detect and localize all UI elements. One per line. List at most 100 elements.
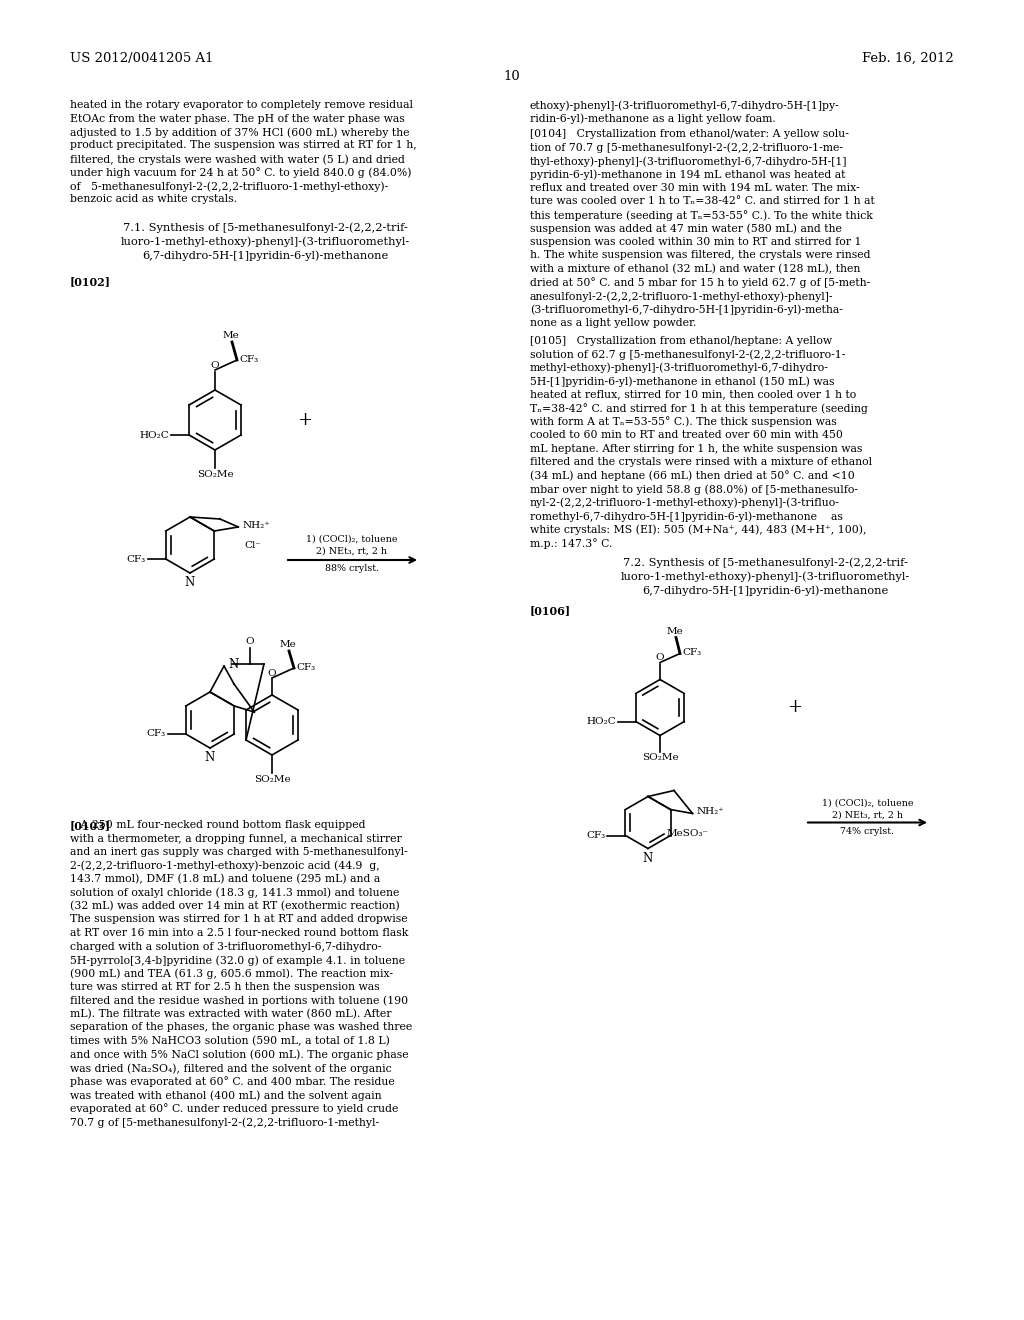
Text: (900 mL) and TEA (61.3 g, 605.6 mmol). The reaction mix-: (900 mL) and TEA (61.3 g, 605.6 mmol). T… bbox=[70, 969, 393, 979]
Text: reflux and treated over 30 min with 194 mL water. The mix-: reflux and treated over 30 min with 194 … bbox=[530, 183, 859, 193]
Text: mbar over night to yield 58.8 g (88.0%) of [5-methanesulfo-: mbar over night to yield 58.8 g (88.0%) … bbox=[530, 484, 858, 495]
Text: product precipitated. The suspension was stirred at RT for 1 h,: product precipitated. The suspension was… bbox=[70, 140, 417, 150]
Text: +: + bbox=[787, 698, 803, 717]
Text: this temperature (seeding at Tₙ=53-55° C.). To the white thick: this temperature (seeding at Tₙ=53-55° C… bbox=[530, 210, 872, 220]
Text: O: O bbox=[246, 638, 254, 645]
Text: ture was stirred at RT for 2.5 h then the suspension was: ture was stirred at RT for 2.5 h then th… bbox=[70, 982, 380, 993]
Text: [0102]: [0102] bbox=[70, 276, 111, 286]
Text: and an inert gas supply was charged with 5-methanesulfonyl-: and an inert gas supply was charged with… bbox=[70, 847, 408, 857]
Text: was dried (Na₂SO₄), filtered and the solvent of the organic: was dried (Na₂SO₄), filtered and the sol… bbox=[70, 1063, 391, 1073]
Text: thyl-ethoxy)-phenyl]-(3-trifluoromethyl-6,7-dihydro-5H-[1]: thyl-ethoxy)-phenyl]-(3-trifluoromethyl-… bbox=[530, 156, 848, 166]
Text: ethoxy)-phenyl]-(3-trifluoromethyl-6,7-dihydro-5H-[1]py-: ethoxy)-phenyl]-(3-trifluoromethyl-6,7-d… bbox=[530, 100, 840, 111]
Text: SO₂Me: SO₂Me bbox=[254, 775, 291, 784]
Text: Tₙ=38-42° C. and stirred for 1 h at this temperature (seeding: Tₙ=38-42° C. and stirred for 1 h at this… bbox=[530, 403, 868, 414]
Text: luoro-1-methyl-ethoxy)-phenyl]-(3-trifluoromethyl-: luoro-1-methyl-ethoxy)-phenyl]-(3-triflu… bbox=[121, 236, 410, 247]
Text: h. The white suspension was filtered, the crystals were rinsed: h. The white suspension was filtered, th… bbox=[530, 251, 870, 260]
Text: suspension was cooled within 30 min to RT and stirred for 1: suspension was cooled within 30 min to R… bbox=[530, 238, 861, 247]
Text: times with 5% NaHCO3 solution (590 mL, a total of 1.8 L): times with 5% NaHCO3 solution (590 mL, a… bbox=[70, 1036, 390, 1047]
Text: heated at reflux, stirred for 10 min, then cooled over 1 h to: heated at reflux, stirred for 10 min, th… bbox=[530, 389, 856, 400]
Text: The suspension was stirred for 1 h at RT and added dropwise: The suspension was stirred for 1 h at RT… bbox=[70, 915, 408, 924]
Text: at RT over 16 min into a 2.5 l four-necked round bottom flask: at RT over 16 min into a 2.5 l four-neck… bbox=[70, 928, 409, 939]
Text: [0104]   Crystallization from ethanol/water: A yellow solu-: [0104] Crystallization from ethanol/wate… bbox=[530, 129, 849, 139]
Text: CF₃: CF₃ bbox=[127, 554, 145, 564]
Text: 7.2. Synthesis of [5-methanesulfonyl-2-(2,2,2-trif-: 7.2. Synthesis of [5-methanesulfonyl-2-(… bbox=[623, 557, 907, 568]
Text: benzoic acid as white crystals.: benzoic acid as white crystals. bbox=[70, 194, 237, 205]
Text: phase was evaporated at 60° C. and 400 mbar. The residue: phase was evaporated at 60° C. and 400 m… bbox=[70, 1077, 394, 1088]
Text: nyl-2-(2,2,2-trifluoro-1-methyl-ethoxy)-phenyl]-(3-trifluo-: nyl-2-(2,2,2-trifluoro-1-methyl-ethoxy)-… bbox=[530, 498, 840, 508]
Text: HO₂C: HO₂C bbox=[586, 717, 615, 726]
Text: O: O bbox=[267, 669, 276, 678]
Text: [0103]: [0103] bbox=[70, 820, 112, 832]
Text: [0106]: [0106] bbox=[530, 606, 571, 616]
Text: dried at 50° C. and 5 mbar for 15 h to yield 62.7 g of [5-meth-: dried at 50° C. and 5 mbar for 15 h to y… bbox=[530, 277, 870, 288]
Text: (34 mL) and heptane (66 mL) then dried at 50° C. and <10: (34 mL) and heptane (66 mL) then dried a… bbox=[530, 470, 855, 482]
Text: filtered, the crystals were washed with water (5 L) and dried: filtered, the crystals were washed with … bbox=[70, 154, 404, 165]
Text: pyridin-6-yl)-methanone in 194 mL ethanol was heated at: pyridin-6-yl)-methanone in 194 mL ethano… bbox=[530, 169, 846, 180]
Text: CF₃: CF₃ bbox=[296, 663, 315, 672]
Text: N: N bbox=[643, 851, 653, 865]
Text: (3-trifluoromethyl-6,7-dihydro-5H-[1]pyridin-6-yl)-metha-: (3-trifluoromethyl-6,7-dihydro-5H-[1]pyr… bbox=[530, 305, 843, 315]
Text: with a thermometer, a dropping funnel, a mechanical stirrer: with a thermometer, a dropping funnel, a… bbox=[70, 833, 401, 843]
Text: EtOAc from the water phase. The pH of the water phase was: EtOAc from the water phase. The pH of th… bbox=[70, 114, 404, 124]
Text: separation of the phases, the organic phase was washed three: separation of the phases, the organic ph… bbox=[70, 1023, 413, 1032]
Text: CF₃: CF₃ bbox=[587, 832, 605, 840]
Text: CF₃: CF₃ bbox=[146, 730, 166, 738]
Text: Feb. 16, 2012: Feb. 16, 2012 bbox=[862, 51, 954, 65]
Text: under high vacuum for 24 h at 50° C. to yield 840.0 g (84.0%): under high vacuum for 24 h at 50° C. to … bbox=[70, 168, 412, 178]
Text: cooled to 60 min to RT and treated over 60 min with 450: cooled to 60 min to RT and treated over … bbox=[530, 430, 843, 440]
Text: luoro-1-methyl-ethoxy)-phenyl]-(3-trifluoromethyl-: luoro-1-methyl-ethoxy)-phenyl]-(3-triflu… bbox=[621, 572, 909, 582]
Text: MeSO₃⁻: MeSO₃⁻ bbox=[667, 829, 709, 838]
Text: with a mixture of ethanol (32 mL) and water (128 mL), then: with a mixture of ethanol (32 mL) and wa… bbox=[530, 264, 860, 275]
Text: romethyl-6,7-dihydro-5H-[1]pyridin-6-yl)-methanone    as: romethyl-6,7-dihydro-5H-[1]pyridin-6-yl)… bbox=[530, 511, 843, 521]
Text: SO₂Me: SO₂Me bbox=[642, 754, 678, 763]
Text: Me: Me bbox=[222, 331, 240, 341]
Text: and once with 5% NaCl solution (600 mL). The organic phase: and once with 5% NaCl solution (600 mL).… bbox=[70, 1049, 409, 1060]
Text: 2) NEt₃, rt, 2 h: 2) NEt₃, rt, 2 h bbox=[831, 810, 903, 820]
Text: 5H-[1]pyridin-6-yl)-methanone in ethanol (150 mL) was: 5H-[1]pyridin-6-yl)-methanone in ethanol… bbox=[530, 376, 835, 387]
Text: mL heptane. After stirring for 1 h, the white suspension was: mL heptane. After stirring for 1 h, the … bbox=[530, 444, 862, 454]
Text: (32 mL) was added over 14 min at RT (exothermic reaction): (32 mL) was added over 14 min at RT (exo… bbox=[70, 902, 399, 911]
Text: HO₂C: HO₂C bbox=[139, 430, 169, 440]
Text: N: N bbox=[185, 576, 196, 589]
Text: anesulfonyl-2-(2,2,2-trifluoro-1-methyl-ethoxy)-phenyl]-: anesulfonyl-2-(2,2,2-trifluoro-1-methyl-… bbox=[530, 290, 834, 301]
Text: adjusted to 1.5 by addition of 37% HCl (600 mL) whereby the: adjusted to 1.5 by addition of 37% HCl (… bbox=[70, 127, 410, 137]
Text: 6,7-dihydro-5H-[1]pyridin-6-yl)-methanone: 6,7-dihydro-5H-[1]pyridin-6-yl)-methanon… bbox=[142, 249, 388, 260]
Text: suspension was added at 47 min water (580 mL) and the: suspension was added at 47 min water (58… bbox=[530, 223, 842, 234]
Text: O: O bbox=[211, 360, 219, 370]
Text: Me: Me bbox=[667, 627, 683, 635]
Text: ridin-6-yl)-methanone as a light yellow foam.: ridin-6-yl)-methanone as a light yellow … bbox=[530, 114, 776, 124]
Text: heated in the rotary evaporator to completely remove residual: heated in the rotary evaporator to compl… bbox=[70, 100, 413, 110]
Text: 74% crylst.: 74% crylst. bbox=[841, 828, 895, 837]
Text: 70.7 g of [5-methanesulfonyl-2-(2,2,2-trifluoro-1-methyl-: 70.7 g of [5-methanesulfonyl-2-(2,2,2-tr… bbox=[70, 1117, 379, 1127]
Text: 88% crylst.: 88% crylst. bbox=[325, 564, 379, 573]
Text: SO₂Me: SO₂Me bbox=[197, 470, 233, 479]
Text: 6,7-dihydro-5H-[1]pyridin-6-yl)-methanone: 6,7-dihydro-5H-[1]pyridin-6-yl)-methanon… bbox=[642, 586, 888, 597]
Text: methyl-ethoxy)-phenyl]-(3-trifluoromethyl-6,7-dihydro-: methyl-ethoxy)-phenyl]-(3-trifluoromethy… bbox=[530, 363, 828, 374]
Text: 1) (COCl)₂, toluene: 1) (COCl)₂, toluene bbox=[821, 799, 913, 808]
Text: 10: 10 bbox=[504, 70, 520, 83]
Text: solution of oxalyl chloride (18.3 g, 141.3 mmol) and toluene: solution of oxalyl chloride (18.3 g, 141… bbox=[70, 887, 399, 898]
Text: 143.7 mmol), DMF (1.8 mL) and toluene (295 mL) and a: 143.7 mmol), DMF (1.8 mL) and toluene (2… bbox=[70, 874, 380, 884]
Text: 7.1. Synthesis of [5-methanesulfonyl-2-(2,2,2-trif-: 7.1. Synthesis of [5-methanesulfonyl-2-(… bbox=[123, 222, 408, 232]
Text: CF₃: CF₃ bbox=[682, 648, 701, 657]
Text: 2-(2,2,2-trifluoro-1-methyl-ethoxy)-benzoic acid (44.9  g,: 2-(2,2,2-trifluoro-1-methyl-ethoxy)-benz… bbox=[70, 861, 380, 871]
Text: [0105]   Crystallization from ethanol/heptane: A yellow: [0105] Crystallization from ethanol/hept… bbox=[530, 335, 833, 346]
Text: A 250 mL four-necked round bottom flask equipped: A 250 mL four-necked round bottom flask … bbox=[70, 820, 366, 830]
Text: filtered and the residue washed in portions with toluene (190: filtered and the residue washed in porti… bbox=[70, 995, 409, 1006]
Text: none as a light yellow powder.: none as a light yellow powder. bbox=[530, 318, 696, 327]
Text: CF₃: CF₃ bbox=[239, 355, 258, 363]
Text: NH₂⁺: NH₂⁺ bbox=[243, 520, 270, 529]
Text: ture was cooled over 1 h to Tₙ=38-42° C. and stirred for 1 h at: ture was cooled over 1 h to Tₙ=38-42° C.… bbox=[530, 197, 874, 206]
Text: tion of 70.7 g [5-methanesulfonyl-2-(2,2,2-trifluoro-1-me-: tion of 70.7 g [5-methanesulfonyl-2-(2,2… bbox=[530, 143, 843, 153]
Text: mL). The filtrate was extracted with water (860 mL). After: mL). The filtrate was extracted with wat… bbox=[70, 1008, 391, 1019]
Text: US 2012/0041205 A1: US 2012/0041205 A1 bbox=[70, 51, 213, 65]
Text: was treated with ethanol (400 mL) and the solvent again: was treated with ethanol (400 mL) and th… bbox=[70, 1090, 382, 1101]
Text: evaporated at 60° C. under reduced pressure to yield crude: evaporated at 60° C. under reduced press… bbox=[70, 1104, 398, 1114]
Text: solution of 62.7 g [5-methanesulfonyl-2-(2,2,2-trifluoro-1-: solution of 62.7 g [5-methanesulfonyl-2-… bbox=[530, 348, 846, 359]
Text: 1) (COCl)₂, toluene: 1) (COCl)₂, toluene bbox=[306, 535, 397, 544]
Text: white crystals: MS (EI): 505 (M+Na⁺, 44), 483 (M+H⁺, 100),: white crystals: MS (EI): 505 (M+Na⁺, 44)… bbox=[530, 524, 866, 535]
Text: NH₂⁺: NH₂⁺ bbox=[696, 807, 724, 816]
Text: Cl⁻: Cl⁻ bbox=[245, 541, 261, 550]
Text: Me: Me bbox=[280, 640, 296, 649]
Text: 2) NEt₃, rt, 2 h: 2) NEt₃, rt, 2 h bbox=[316, 546, 387, 556]
